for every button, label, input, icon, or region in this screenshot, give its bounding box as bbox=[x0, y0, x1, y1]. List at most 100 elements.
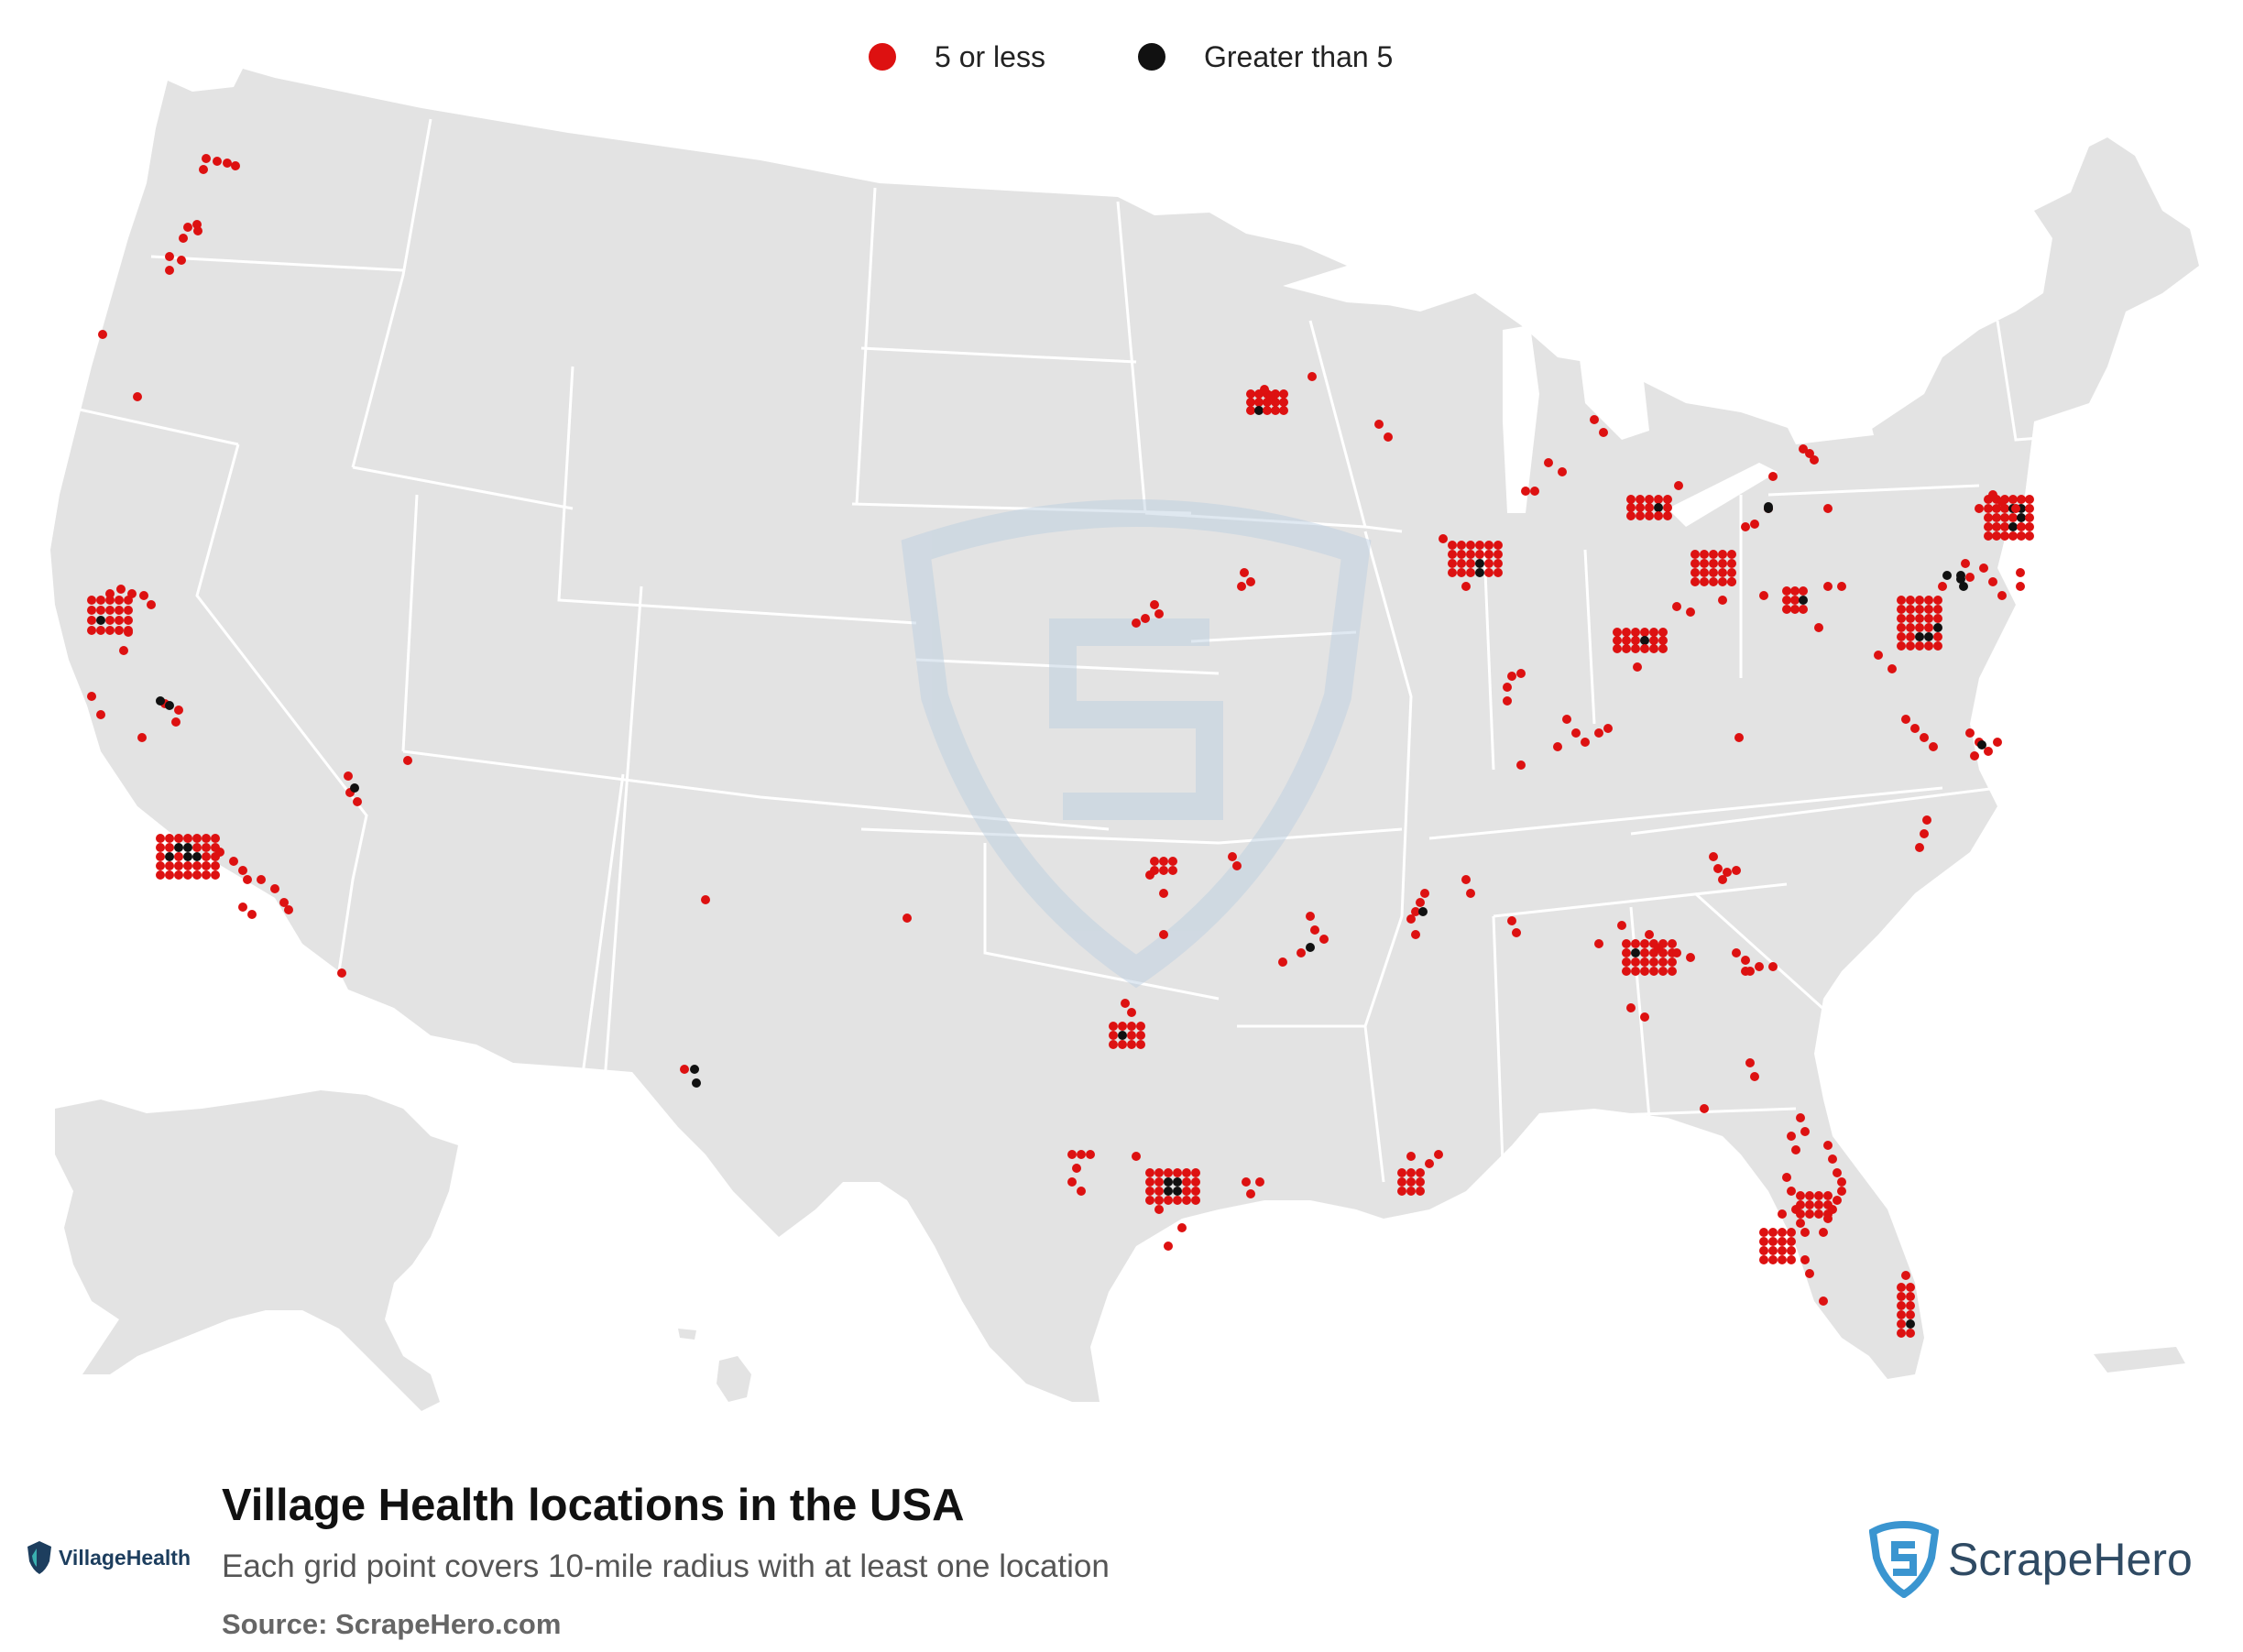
location-dot-5-or-less bbox=[1416, 1177, 1425, 1187]
location-dot-5-or-less bbox=[1979, 563, 1988, 573]
location-dot-5-or-less bbox=[1240, 568, 1249, 577]
location-dot-5-or-less bbox=[1136, 1022, 1145, 1031]
location-dot-5-or-less bbox=[1819, 1296, 1828, 1306]
watermark-shield bbox=[901, 499, 1372, 989]
location-dot-5-or-less bbox=[1319, 935, 1329, 944]
location-dot-5-or-less bbox=[1778, 1255, 1787, 1264]
location-dot-5-or-less bbox=[105, 616, 115, 625]
location-dot-5-or-less bbox=[1906, 1301, 1915, 1310]
border-new-england bbox=[1996, 320, 2136, 442]
location-dot-5-or-less bbox=[1933, 614, 1942, 623]
location-dot-5-or-less bbox=[1457, 550, 1466, 559]
location-dot-5-or-less bbox=[1613, 628, 1622, 637]
location-dot-5-or-less bbox=[1127, 1022, 1136, 1031]
location-dot-5-or-less bbox=[1254, 398, 1264, 407]
legend-label-low: 5 or less bbox=[935, 39, 1045, 73]
location-dot-5-or-less bbox=[1266, 391, 1275, 400]
location-dot-5-or-less bbox=[1640, 628, 1649, 637]
location-dot-5-or-less bbox=[1709, 852, 1718, 861]
location-dot-5-or-less bbox=[1255, 1177, 1264, 1187]
location-dot-greater-than-5 bbox=[1173, 1177, 1182, 1187]
location-dot-5-or-less bbox=[1558, 467, 1567, 476]
location-dot-5-or-less bbox=[1246, 406, 1255, 415]
location-dot-5-or-less bbox=[127, 589, 137, 598]
location-dot-greater-than-5 bbox=[1942, 571, 1952, 580]
location-dot-5-or-less bbox=[1718, 577, 1727, 586]
border-mt-wy bbox=[352, 465, 574, 510]
location-dot-5-or-less bbox=[211, 870, 220, 880]
location-dot-5-or-less bbox=[1631, 644, 1640, 653]
location-dot-5-or-less bbox=[1658, 636, 1668, 645]
location-dot-5-or-less bbox=[1636, 503, 1645, 512]
location-dot-5-or-less bbox=[116, 585, 126, 594]
location-dot-5-or-less bbox=[1778, 1228, 1787, 1237]
location-dot-5-or-less bbox=[1897, 596, 1906, 605]
location-dot-5-or-less bbox=[98, 330, 107, 339]
location-dot-5-or-less bbox=[2025, 531, 2034, 541]
location-dot-5-or-less bbox=[1649, 967, 1658, 976]
location-dot-5-or-less bbox=[1992, 531, 2001, 541]
location-dot-5-or-less bbox=[1906, 596, 1915, 605]
location-dot-5-or-less bbox=[1581, 738, 1590, 747]
location-dot-5-or-less bbox=[1507, 672, 1516, 681]
location-dot-5-or-less bbox=[1906, 1329, 1915, 1338]
location-dot-5-or-less bbox=[1674, 481, 1683, 490]
location-dot-5-or-less bbox=[1397, 1177, 1406, 1187]
location-dot-5-or-less bbox=[403, 756, 412, 765]
location-dot-5-or-less bbox=[1633, 662, 1642, 672]
location-dot-5-or-less bbox=[1622, 628, 1631, 637]
location-dot-5-or-less bbox=[1416, 898, 1425, 907]
location-dot-5-or-less bbox=[1127, 1031, 1136, 1040]
location-dot-5-or-less bbox=[1709, 577, 1718, 586]
land-masses bbox=[50, 69, 2199, 1411]
location-dot-5-or-less bbox=[1594, 939, 1603, 948]
location-dot-5-or-less bbox=[1640, 957, 1649, 967]
location-dot-5-or-less bbox=[1690, 550, 1700, 559]
location-dot-5-or-less bbox=[199, 165, 208, 174]
location-dot-5-or-less bbox=[2008, 513, 2018, 522]
location-dot-5-or-less bbox=[1406, 1152, 1416, 1161]
location-dot-5-or-less bbox=[1406, 1168, 1416, 1177]
location-dot-5-or-less bbox=[192, 220, 202, 229]
location-dot-5-or-less bbox=[1897, 605, 1906, 614]
location-dot-5-or-less bbox=[1988, 490, 1997, 499]
location-dot-5-or-less bbox=[1745, 1058, 1755, 1067]
location-dot-5-or-less bbox=[1663, 511, 1672, 520]
location-dot-5-or-less bbox=[174, 861, 183, 870]
great-lakes bbox=[1283, 266, 1874, 527]
border-ok-tx bbox=[983, 843, 1220, 1001]
location-dot-5-or-less bbox=[174, 852, 183, 861]
location-dot-5-or-less bbox=[1494, 550, 1503, 559]
location-dot-5-or-less bbox=[1640, 967, 1649, 976]
location-dot-5-or-less bbox=[1828, 1205, 1837, 1214]
location-dot-5-or-less bbox=[1755, 962, 1764, 971]
location-dot-5-or-less bbox=[270, 884, 279, 893]
location-dot-5-or-less bbox=[2025, 495, 2034, 504]
location-dot-5-or-less bbox=[1159, 857, 1168, 866]
location-dot-greater-than-5 bbox=[174, 843, 183, 852]
location-dot-5-or-less bbox=[1658, 957, 1668, 967]
location-dot-5-or-less bbox=[1109, 1040, 1118, 1049]
location-dot-5-or-less bbox=[1484, 541, 1494, 550]
location-dot-5-or-less bbox=[1787, 1255, 1796, 1264]
location-dot-5-or-less bbox=[1823, 1214, 1833, 1223]
location-dot-5-or-less bbox=[1874, 651, 1883, 660]
location-dot-5-or-less bbox=[1992, 504, 2001, 513]
location-dot-5-or-less bbox=[1915, 843, 1924, 852]
location-dot-5-or-less bbox=[1718, 568, 1727, 577]
location-dot-5-or-less bbox=[202, 154, 211, 163]
location-dot-5-or-less bbox=[1406, 1177, 1416, 1187]
location-dot-5-or-less bbox=[1512, 928, 1521, 937]
location-dot-5-or-less bbox=[1901, 715, 1910, 724]
location-dot-5-or-less bbox=[1416, 1168, 1425, 1177]
location-dot-5-or-less bbox=[2011, 504, 2020, 513]
location-dot-5-or-less bbox=[1654, 495, 1663, 504]
location-dot-5-or-less bbox=[1897, 1292, 1906, 1301]
legend-red-dot bbox=[869, 43, 896, 71]
location-dot-5-or-less bbox=[279, 898, 289, 907]
border-in-oh bbox=[1583, 549, 1596, 725]
location-dot-5-or-less bbox=[238, 866, 247, 875]
location-dot-5-or-less bbox=[1649, 957, 1658, 967]
location-dot-5-or-less bbox=[1636, 495, 1645, 504]
location-dot-5-or-less bbox=[1906, 641, 1915, 651]
